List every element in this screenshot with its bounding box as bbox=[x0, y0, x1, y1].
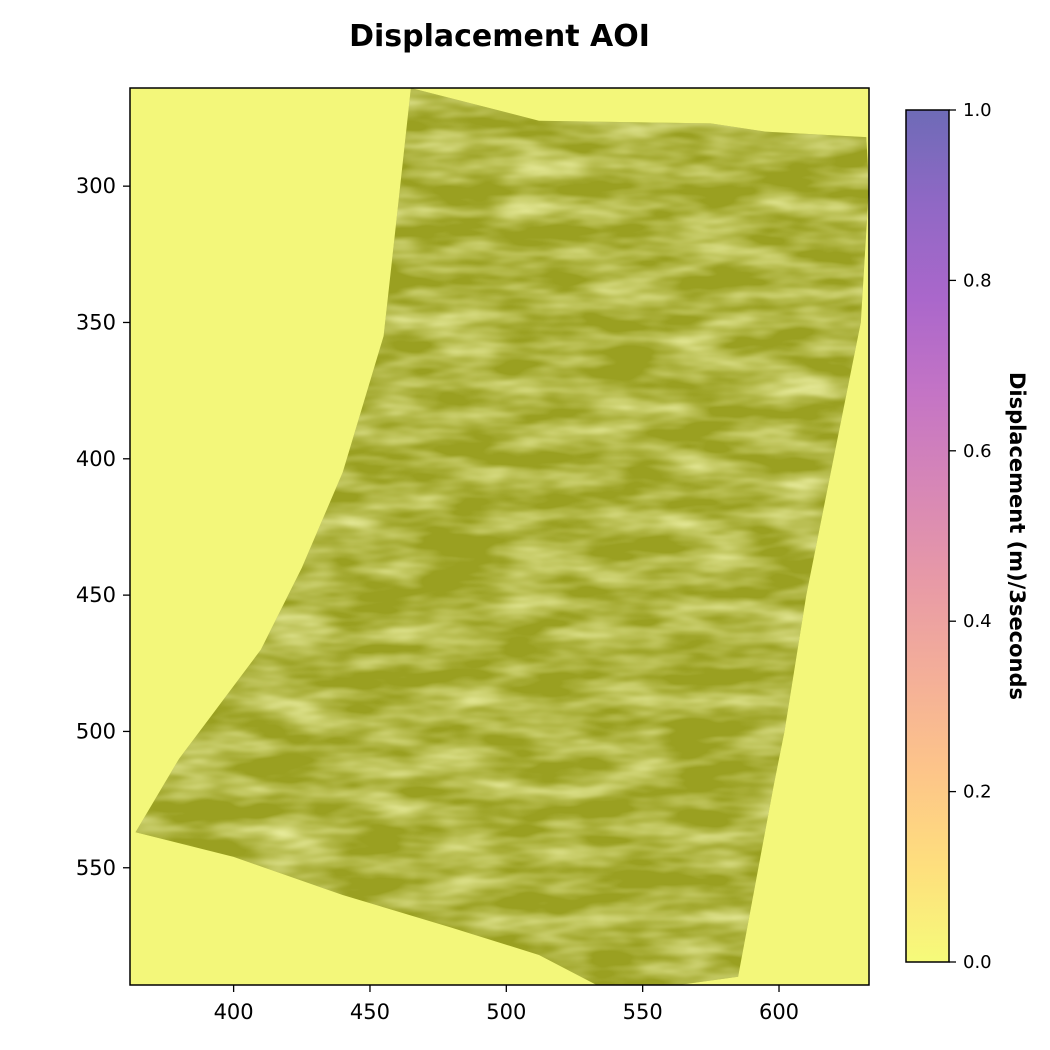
y-tick-label: 500 bbox=[76, 719, 116, 743]
x-axis: 400 450 500 550 600 bbox=[214, 985, 799, 1024]
y-tick-label: 350 bbox=[76, 310, 116, 334]
colorbar-tick-label: 0.6 bbox=[963, 441, 992, 462]
x-tick-label: 400 bbox=[214, 1000, 254, 1024]
y-tick-label: 300 bbox=[76, 174, 116, 198]
colorbar-ticks: 0.0 0.2 0.4 0.6 0.8 1.0 bbox=[949, 100, 992, 973]
y-axis: 300 350 400 450 500 550 bbox=[76, 174, 130, 880]
plot-area bbox=[129, 87, 870, 986]
colorbar-tick-label: 0.4 bbox=[963, 611, 992, 632]
colorbar-label: Displacement (m)/3seconds bbox=[1005, 372, 1029, 700]
colorbar-tick-label: 0.0 bbox=[963, 952, 992, 973]
x-tick-label: 500 bbox=[486, 1000, 526, 1024]
y-tick-label: 400 bbox=[76, 447, 116, 471]
colorbar-tick-label: 0.2 bbox=[963, 782, 992, 803]
y-tick-label: 550 bbox=[76, 856, 116, 880]
colorbar: 0.0 0.2 0.4 0.6 0.8 1.0 Displacement (m)/3sec… bbox=[905, 100, 1029, 973]
x-tick-label: 450 bbox=[350, 1000, 390, 1024]
colorbar-gradient bbox=[906, 110, 949, 962]
colorbar-frame bbox=[905, 109, 950, 963]
colorbar-tick-label: 1.0 bbox=[963, 100, 992, 121]
y-tick-label: 450 bbox=[76, 583, 116, 607]
x-tick-label: 550 bbox=[623, 1000, 663, 1024]
chart-title: Displacement AOI bbox=[349, 19, 650, 54]
x-tick-label: 600 bbox=[759, 1000, 799, 1024]
plot-frame bbox=[129, 87, 870, 986]
colorbar-tick-label: 0.8 bbox=[963, 270, 992, 291]
